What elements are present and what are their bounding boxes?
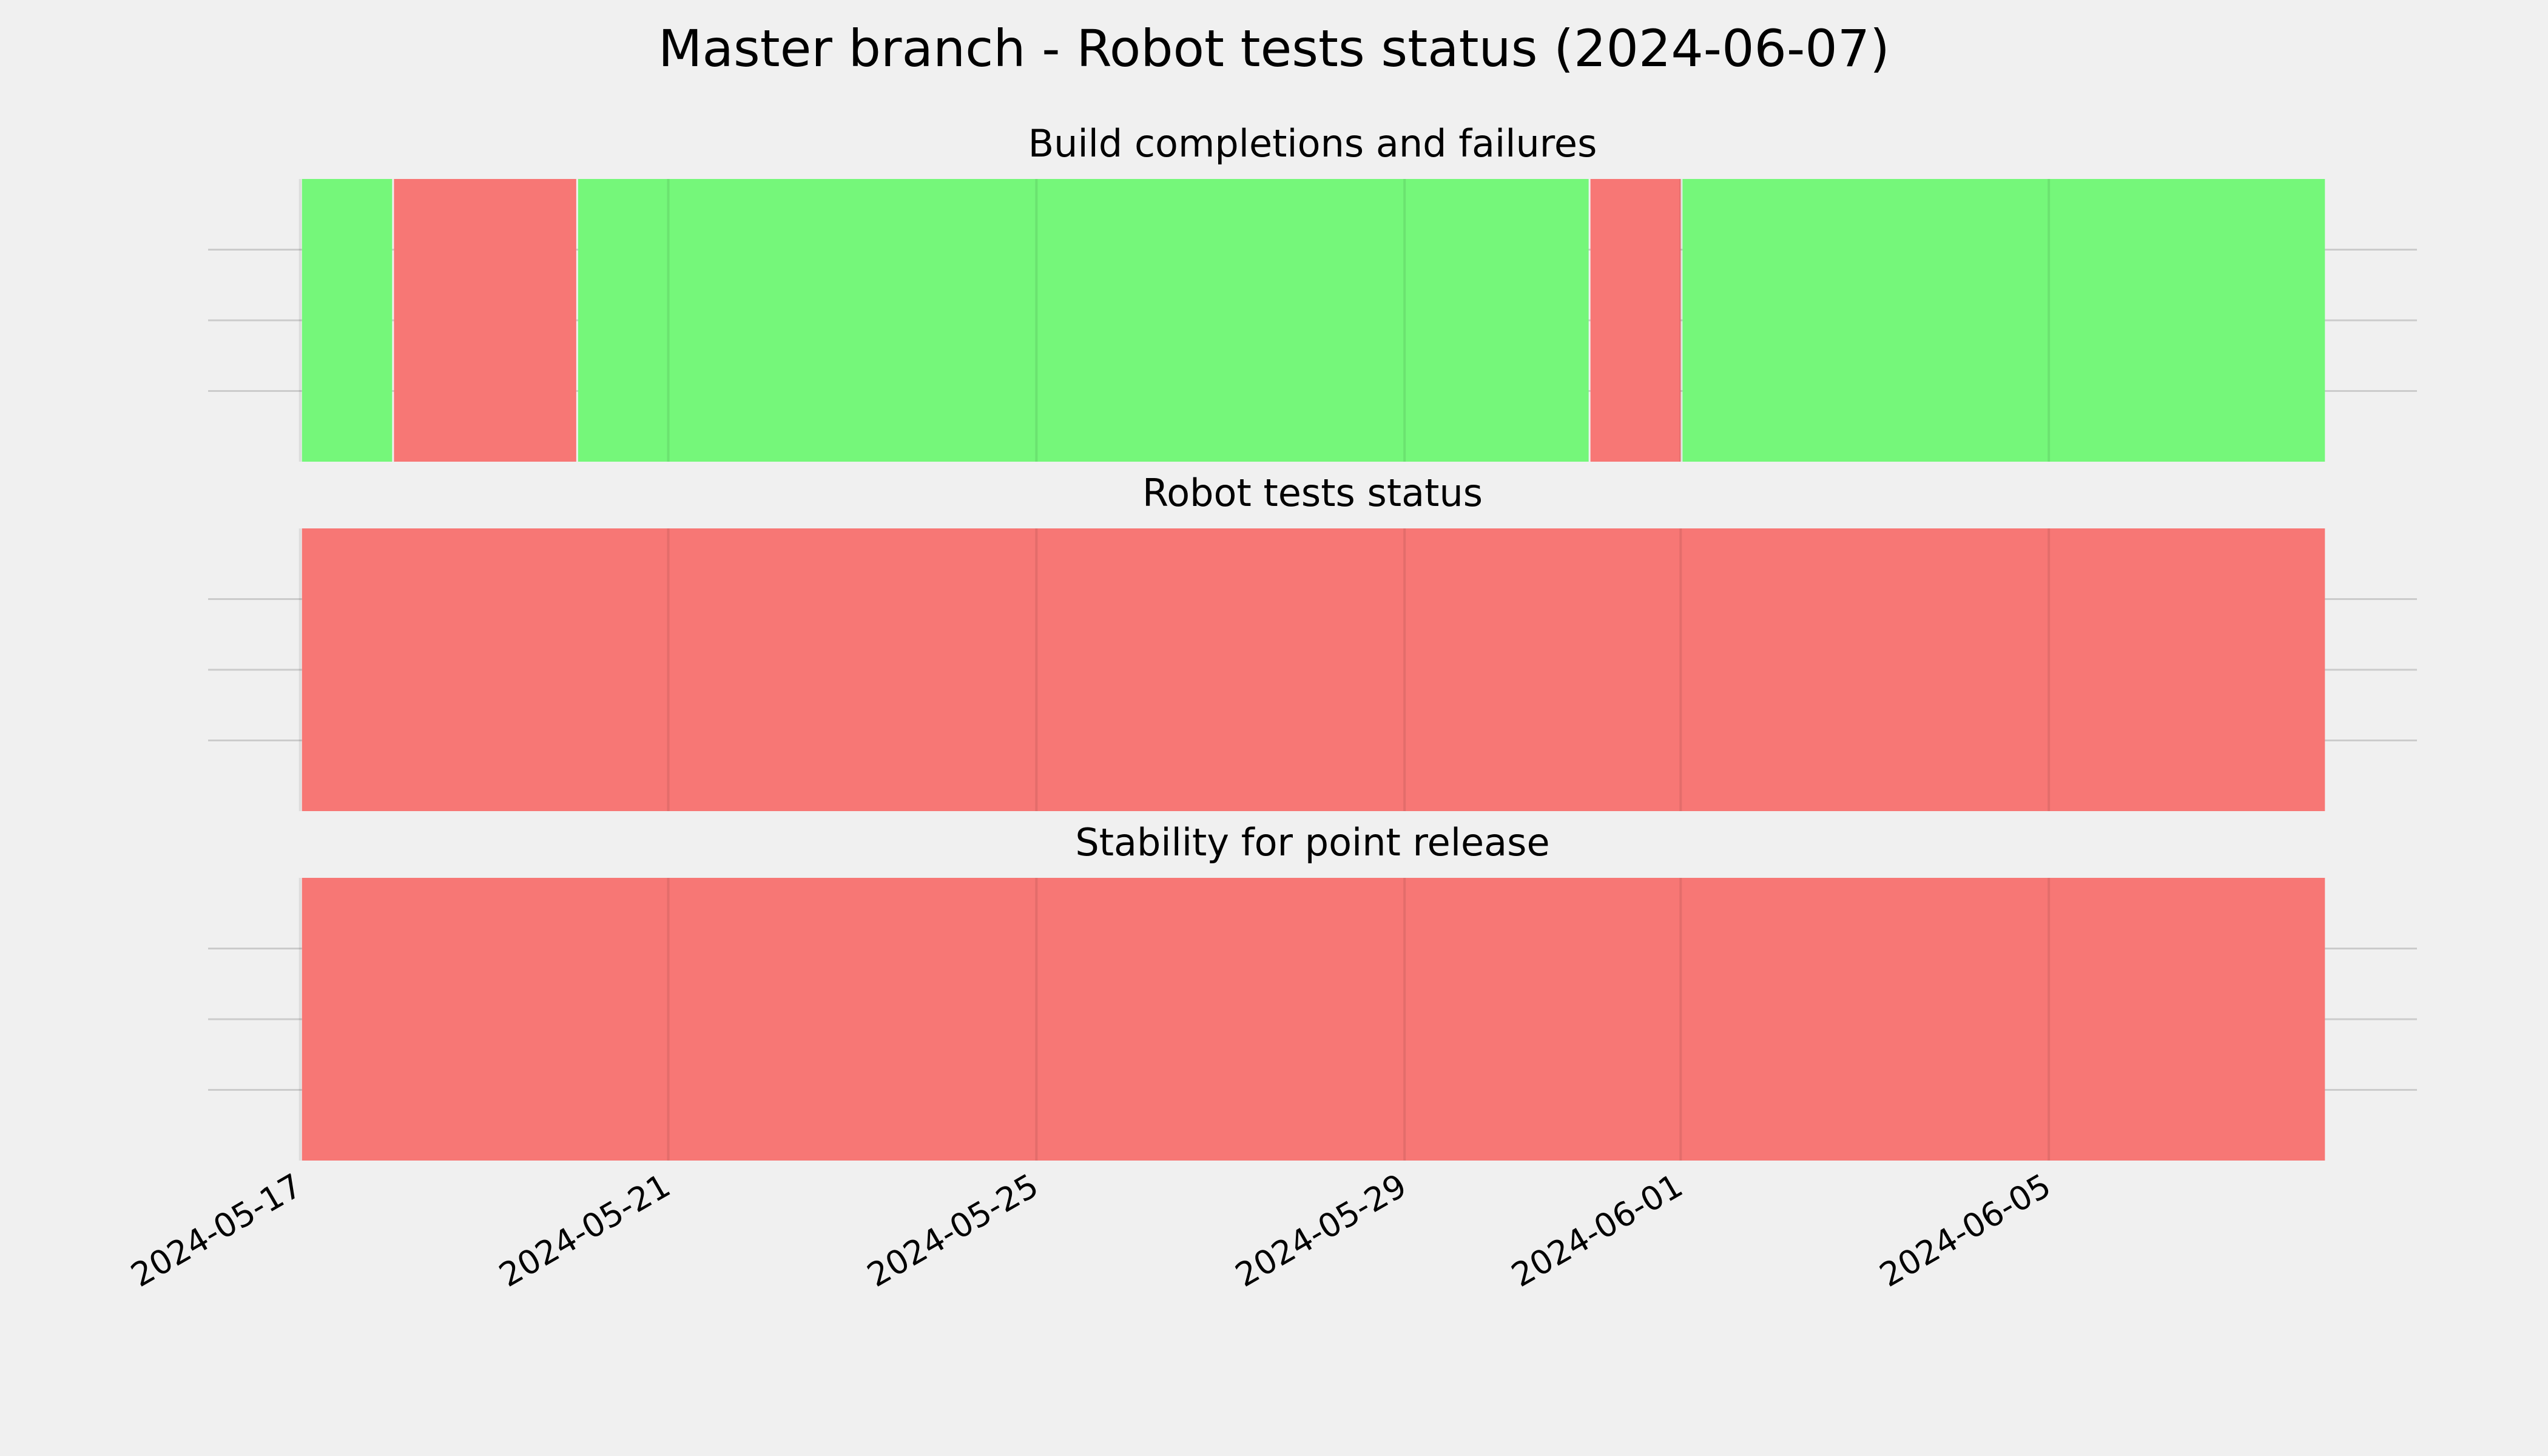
status-span (302, 878, 2325, 1161)
panel-title: Stability for point release (1075, 820, 1549, 864)
status-span (394, 179, 576, 462)
status-span (1590, 179, 1681, 462)
chart-title: Master branch - Robot tests status (2024… (658, 19, 1890, 78)
panel-title: Build completions and failures (1028, 121, 1597, 166)
status-span (302, 179, 393, 462)
status-span (1682, 179, 2325, 462)
status-span (302, 528, 2325, 811)
panel-title: Robot tests status (1142, 471, 1483, 515)
status-span (578, 179, 1589, 462)
